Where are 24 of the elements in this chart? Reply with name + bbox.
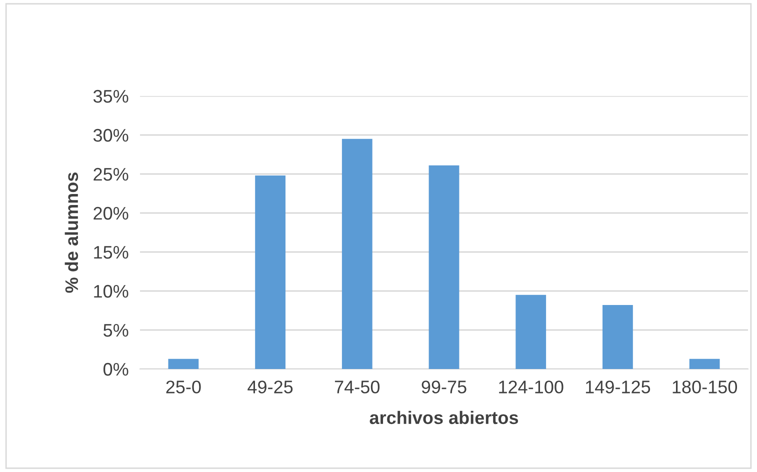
x-tick-label: 49-25 — [248, 380, 293, 394]
y-tick-label: 0% — [104, 362, 128, 376]
y-tick-label: 30% — [93, 128, 128, 142]
bar — [255, 176, 286, 369]
x-tick-label: 99-75 — [422, 380, 466, 394]
x-tick-label: 74-50 — [334, 380, 380, 394]
y-tick-label: 25% — [94, 168, 128, 181]
y-axis-title: % de alumnos — [64, 172, 78, 293]
y-tick-label: 20% — [94, 206, 128, 220]
bar — [428, 165, 460, 369]
y-tick-label: 10% — [94, 284, 128, 298]
bar — [342, 138, 372, 369]
y-tick-label: 35% — [93, 90, 128, 103]
x-axis-title: archivos abiertos — [370, 410, 518, 424]
bar — [168, 358, 199, 369]
bar — [689, 358, 720, 369]
y-tick-label: 5% — [104, 324, 128, 337]
bar — [602, 305, 633, 369]
y-tick-label: 15% — [94, 246, 128, 259]
x-tick-label: 124-100 — [499, 380, 564, 394]
x-tick-label: 149-125 — [586, 380, 650, 394]
bar — [516, 294, 546, 369]
x-tick-label: 180-150 — [672, 380, 737, 394]
x-tick-label: 25-0 — [166, 380, 201, 394]
